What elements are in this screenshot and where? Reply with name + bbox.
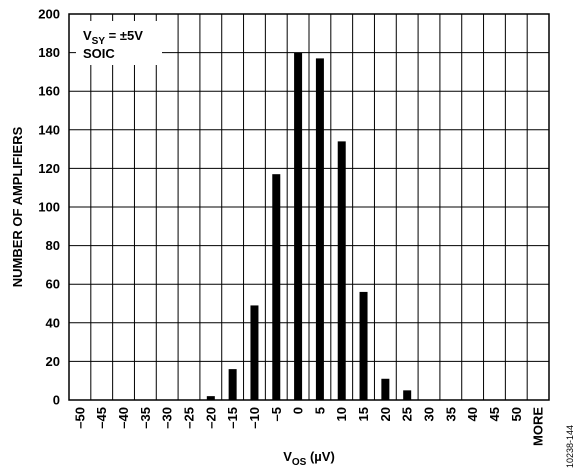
y-tick-label: 160 — [38, 84, 60, 99]
x-tick-label: MORE — [531, 407, 546, 446]
bar — [359, 291, 368, 400]
y-tick-label: 40 — [46, 315, 60, 330]
y-axis-label: NUMBER OF AMPLIFIERS — [10, 126, 25, 287]
bar — [315, 58, 324, 400]
x-tick-labels: –50 –45 –40 –35 –30 –25 –20 –15 –10 –5 0 5 10 15 20 25 3… — [72, 407, 545, 446]
x-axis-label: VOS (µV) — [283, 449, 335, 468]
x-tick-label: –25 — [182, 407, 197, 429]
y-tick-label: 80 — [46, 238, 60, 253]
x-tick-label: –5 — [269, 407, 284, 421]
bar — [403, 390, 412, 400]
x-tick-label: 30 — [422, 407, 437, 421]
y-tick-label: 20 — [46, 354, 60, 369]
x-tick-label: 0 — [291, 407, 306, 414]
x-tick-label: 35 — [443, 407, 458, 421]
x-tick-label: 40 — [465, 407, 480, 421]
annotation-supply: VSY = ±5V — [83, 28, 143, 47]
bar — [206, 396, 215, 400]
plot-frame — [68, 13, 550, 401]
x-tick-label: –40 — [116, 407, 131, 429]
bar — [337, 141, 346, 400]
x-tick-label: –20 — [203, 407, 218, 429]
bar — [250, 305, 259, 400]
x-tick-label: –50 — [72, 407, 87, 429]
x-tick-label: 50 — [509, 407, 524, 421]
bar — [228, 369, 237, 400]
x-tick-label: –15 — [225, 407, 240, 429]
x-tick-label: 10 — [334, 407, 349, 421]
x-tick-label: –10 — [247, 407, 262, 429]
y-tick-labels: 0 20 40 60 80 100 120 140 160 180 200 — [38, 7, 60, 408]
annotation-box — [76, 21, 162, 65]
bar — [381, 378, 390, 400]
x-tick-label: 20 — [378, 407, 393, 421]
y-tick-label: 0 — [53, 393, 60, 408]
y-tick-label: 120 — [38, 161, 60, 176]
x-tick-label: 45 — [487, 407, 502, 421]
x-tick-label: –35 — [138, 407, 153, 429]
y-tick-label: 200 — [38, 7, 60, 22]
y-tick-label: 180 — [38, 45, 60, 60]
x-tick-label: –30 — [160, 407, 175, 429]
annotation-package: SOIC — [83, 46, 115, 61]
grid-lines — [68, 13, 550, 401]
x-tick-label: –45 — [94, 407, 109, 429]
x-tick-label: 15 — [356, 407, 371, 421]
bar — [294, 52, 303, 400]
x-tick-label: 5 — [312, 407, 327, 414]
y-tick-label: 60 — [46, 277, 60, 292]
bars — [206, 52, 412, 400]
bar — [272, 174, 281, 400]
figure-id: 10238-144 — [565, 425, 575, 468]
y-tick-label: 100 — [38, 200, 60, 215]
x-tick-label: 25 — [400, 407, 415, 421]
y-tick-label: 140 — [38, 122, 60, 137]
